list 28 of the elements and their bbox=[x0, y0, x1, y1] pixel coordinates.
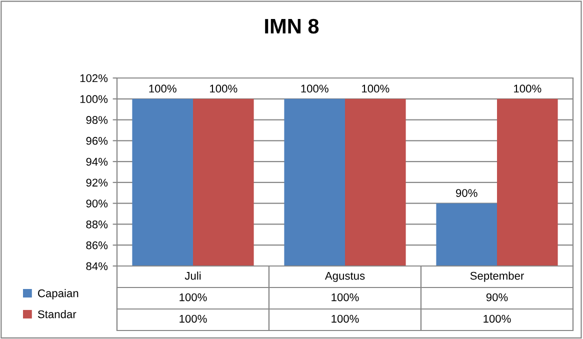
text: 90% bbox=[456, 189, 478, 197]
chart-title: IMN 8 bbox=[265, 18, 319, 34]
data-label: 100% bbox=[484, 314, 511, 323]
data-label: 100% bbox=[332, 293, 359, 302]
text: 100% bbox=[301, 84, 328, 93]
text: 100% bbox=[514, 84, 542, 93]
x-tick-label: Juli bbox=[184, 272, 201, 280]
x-tick-label: Agustus bbox=[324, 272, 365, 282]
y-tick-label: 88% bbox=[86, 220, 108, 228]
y-tick-label: 94% bbox=[86, 158, 108, 166]
y-tick-label: 96% bbox=[86, 136, 108, 145]
text: 100% bbox=[362, 84, 390, 93]
text: 100% bbox=[210, 84, 238, 93]
y-tick-label: 92% bbox=[86, 178, 108, 187]
y-tick-label: 90% bbox=[86, 200, 108, 208]
legend-label: Capaian bbox=[38, 289, 78, 300]
data-label: 100% bbox=[332, 314, 359, 323]
data-label: 90% bbox=[486, 293, 508, 302]
y-tick-label: 86% bbox=[86, 241, 108, 250]
y-tick-label: 84% bbox=[86, 262, 108, 270]
text: 100% bbox=[149, 84, 176, 93]
y-tick-label: 100% bbox=[80, 95, 108, 104]
y-tick-label: 98% bbox=[86, 116, 108, 124]
data-label: 100% bbox=[180, 314, 207, 323]
x-tick-label: September bbox=[470, 272, 524, 282]
y-tick-label: 102% bbox=[80, 74, 108, 82]
data-label: 100% bbox=[180, 293, 207, 302]
legend-label: Standar bbox=[38, 310, 76, 318]
